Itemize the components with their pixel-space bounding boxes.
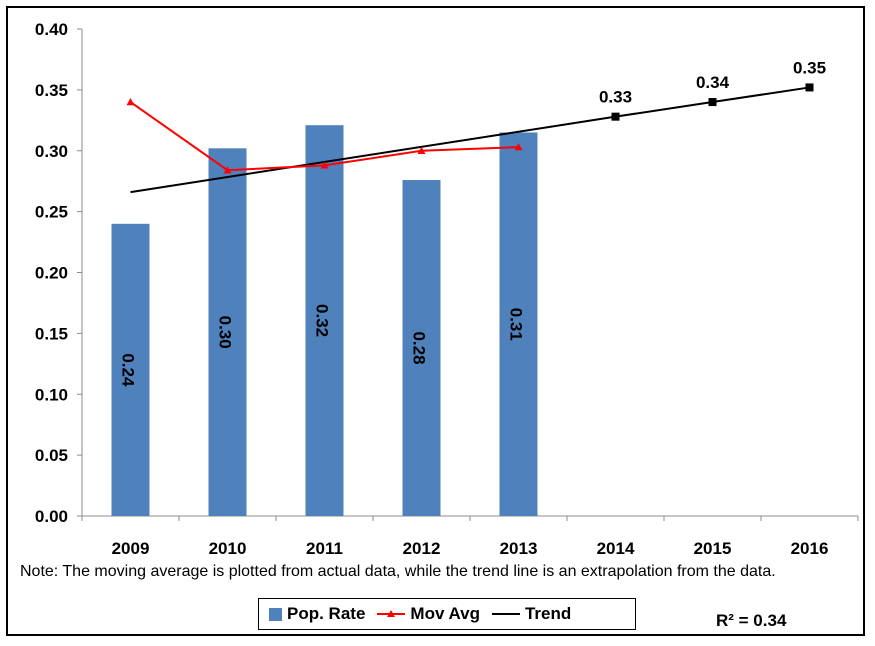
trend-marker-2014: [611, 112, 620, 121]
x-tick-label: 2014: [597, 539, 635, 558]
legend-label-pop-rate: Pop. Rate: [287, 604, 366, 623]
bar-label-2009: 0.24: [119, 353, 138, 387]
y-tick-label: 0.00: [35, 507, 68, 526]
bar-series: [111, 125, 538, 517]
bar-label-2011: 0.32: [313, 304, 332, 337]
legend-item-pop-rate: Pop. Rate: [269, 604, 365, 624]
legend-label-trend: Trend: [524, 604, 572, 623]
bar-2009: [111, 223, 150, 517]
moving-average-series: [126, 98, 523, 174]
y-tick-label: 0.15: [35, 324, 68, 343]
y-tick-label: 0.25: [35, 203, 68, 222]
y-tick-label: 0.10: [35, 385, 68, 404]
x-tick-label: 2009: [112, 539, 150, 558]
trend-marker-2015: [708, 98, 717, 107]
x-tick-label: 2016: [791, 539, 829, 558]
bar-2011: [305, 125, 344, 517]
trend-label-2016: 0.35: [793, 58, 826, 77]
trend-label-2014: 0.33: [599, 88, 632, 107]
mov-avg-marker-2013: [514, 143, 523, 151]
legend-swatch-mov-avg: [377, 610, 406, 617]
y-tick-label: 0.30: [35, 142, 68, 161]
bar-2013: [499, 132, 538, 517]
x-tick-label: 2011: [306, 539, 343, 558]
r-squared-label: R² = 0.34: [716, 611, 787, 630]
bar-label-2013: 0.31: [507, 308, 526, 341]
legend-swatch-trend: [491, 613, 520, 615]
y-tick-label: 0.20: [35, 264, 68, 283]
x-tick-label: 2010: [209, 539, 247, 558]
trend-marker-2016: [805, 83, 814, 92]
bar-label-2012: 0.28: [410, 331, 429, 364]
x-tick-label: 2013: [500, 539, 538, 558]
legend-label-mov-avg: Mov Avg: [410, 604, 480, 623]
trend-series: [130, 83, 814, 194]
legend-item-mov-avg: Mov Avg: [377, 604, 480, 624]
legend-swatch-pop-rate: [269, 607, 282, 621]
trend-label-2015: 0.34: [696, 73, 730, 92]
mov-avg-marker-2010: [223, 166, 232, 174]
mov-avg-marker-2012: [417, 146, 426, 154]
x-tick-label: 2012: [403, 539, 441, 558]
y-tick-label: 0.05: [35, 446, 68, 465]
chart-axes: 0.00 0.05 0.10 0.15 0.20 0.25 0.30 0.35 0.40 2009…: [35, 20, 859, 558]
trend-line: [130, 86, 810, 194]
x-tick-label: 2015: [694, 539, 732, 558]
y-tick-label: 0.35: [35, 81, 68, 100]
chart-legend: Pop. Rate Mov Avg Trend: [258, 598, 636, 630]
legend-item-trend: Trend: [491, 604, 572, 624]
bar-2010: [208, 148, 247, 516]
bar-label-2010: 0.30: [216, 316, 235, 349]
mov-avg-marker-2011: [320, 161, 329, 169]
data-labels: 0.24 0.30 0.32 0.28 0.31 0.33 0.34 0.35: [119, 58, 827, 387]
chart-note: Note: The moving average is plotted from…: [20, 563, 776, 580]
bar-2012: [402, 179, 441, 516]
mov-avg-marker-2009: [126, 98, 135, 106]
y-tick-label: 0.40: [35, 20, 68, 39]
